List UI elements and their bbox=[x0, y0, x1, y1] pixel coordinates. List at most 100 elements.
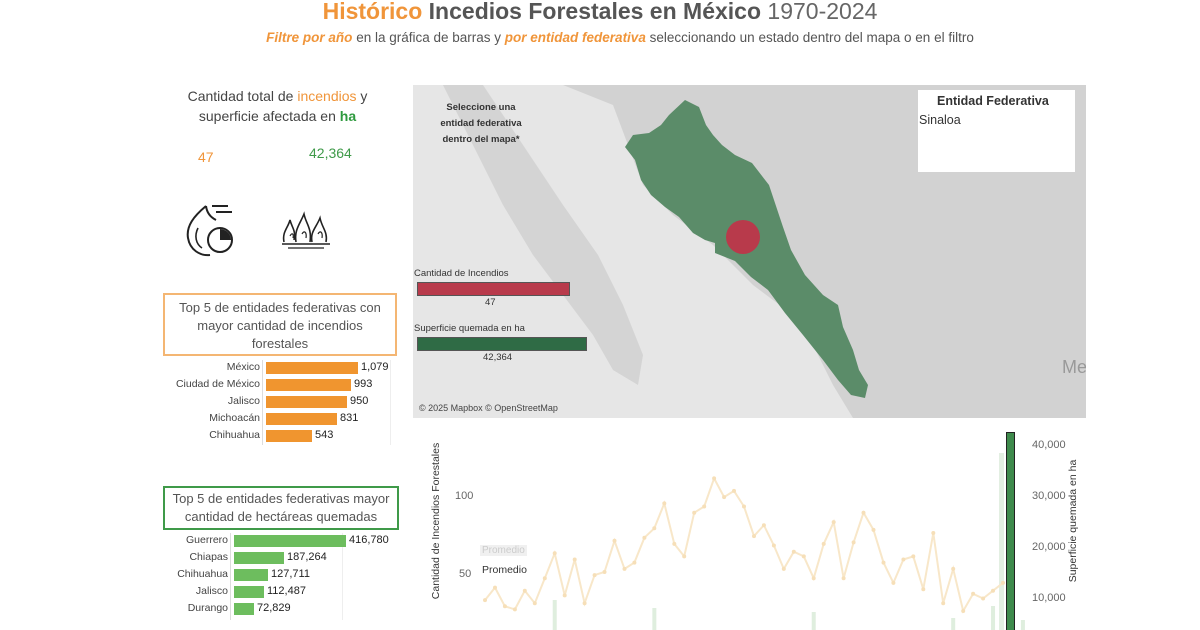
fires-point[interactable] bbox=[941, 601, 946, 606]
fires-point[interactable] bbox=[493, 585, 497, 590]
fires-point[interactable] bbox=[632, 560, 637, 565]
entity-filter-value[interactable]: Sinaloa bbox=[919, 113, 961, 127]
fires-point[interactable] bbox=[891, 580, 896, 585]
fires-point[interactable] bbox=[871, 527, 876, 532]
fires-point[interactable] bbox=[781, 566, 786, 571]
fires-point[interactable] bbox=[791, 549, 796, 554]
fires-point[interactable] bbox=[811, 576, 816, 581]
fires-point[interactable] bbox=[522, 588, 527, 593]
top-area-label: Guerrero bbox=[185, 534, 228, 546]
page-subtitle: Filtre por año en la gráfica de barras y… bbox=[0, 30, 1200, 45]
area-bar[interactable] bbox=[652, 608, 657, 630]
top-area-bar[interactable] bbox=[234, 552, 284, 564]
top-area-bar[interactable] bbox=[234, 535, 346, 547]
fires-point[interactable] bbox=[761, 523, 766, 528]
fires-point[interactable] bbox=[921, 587, 926, 592]
top-area-row[interactable]: Chihuahua 127,711 bbox=[165, 567, 399, 584]
map-attribution[interactable]: © 2025 Mapbox © OpenStreetMap bbox=[419, 403, 558, 413]
timeline-plot[interactable] bbox=[413, 425, 1093, 630]
map-area-value: 42,364 bbox=[483, 352, 513, 363]
fires-point[interactable] bbox=[991, 588, 995, 593]
fires-point[interactable] bbox=[831, 520, 836, 525]
fires-point[interactable] bbox=[652, 526, 657, 531]
top-area-bar[interactable] bbox=[234, 586, 264, 598]
top-fires-bar[interactable] bbox=[266, 396, 347, 408]
fires-point[interactable] bbox=[971, 591, 976, 596]
fires-point[interactable] bbox=[483, 598, 487, 603]
fires-point[interactable] bbox=[532, 601, 537, 606]
fires-point[interactable] bbox=[502, 604, 507, 609]
fires-point[interactable] bbox=[572, 557, 577, 562]
fires-point[interactable] bbox=[961, 609, 966, 613]
kpi-heading-text-2: superficie afectada en bbox=[198, 108, 336, 124]
fires-point[interactable] bbox=[951, 566, 956, 571]
fire-marker[interactable] bbox=[726, 220, 760, 254]
map-canvas[interactable] bbox=[413, 85, 1086, 418]
fires-point[interactable] bbox=[732, 488, 736, 493]
fires-point[interactable] bbox=[552, 551, 557, 556]
fires-point[interactable] bbox=[582, 601, 587, 606]
fires-point[interactable] bbox=[602, 570, 607, 574]
subtitle-text-2: seleccionando un estado dentro del mapa … bbox=[649, 30, 974, 45]
fires-point[interactable] bbox=[542, 576, 547, 581]
top-fires-row[interactable]: México 1,079 bbox=[165, 360, 395, 377]
fires-point[interactable] bbox=[841, 576, 846, 581]
top-fires-row[interactable]: Chihuahua 543 bbox=[165, 428, 395, 445]
top-fires-bar[interactable] bbox=[266, 362, 358, 374]
fires-point[interactable] bbox=[702, 504, 707, 509]
timeline-chart[interactable]: Cantidad de Incendios Forestales 100 50 … bbox=[413, 425, 1093, 630]
fires-point[interactable] bbox=[612, 538, 617, 543]
top-fires-row[interactable]: Ciudad de México 993 bbox=[165, 377, 395, 394]
entity-filter[interactable]: Entidad Federativa Sinaloa bbox=[918, 90, 1075, 172]
area-bar[interactable] bbox=[991, 606, 996, 630]
fires-point[interactable] bbox=[672, 541, 677, 546]
fires-point[interactable] bbox=[771, 543, 776, 548]
kpi-heading-and: y bbox=[360, 88, 368, 104]
top-area-bar[interactable] bbox=[234, 569, 268, 581]
fires-point[interactable] bbox=[642, 535, 647, 540]
area-bar[interactable] bbox=[811, 612, 816, 630]
fires-point[interactable] bbox=[851, 540, 856, 545]
area-bar[interactable] bbox=[999, 453, 1004, 630]
top-fires-label: Jalisco bbox=[227, 395, 260, 407]
top-fires-bar[interactable] bbox=[266, 379, 351, 391]
fires-point[interactable] bbox=[981, 596, 986, 601]
fires-point[interactable] bbox=[1001, 580, 1005, 585]
fires-point[interactable] bbox=[662, 501, 667, 506]
top-area-row[interactable]: Guerrero 416,780 bbox=[165, 533, 399, 550]
fires-point[interactable] bbox=[512, 607, 517, 612]
fires-point[interactable] bbox=[801, 554, 806, 559]
fires-point[interactable] bbox=[821, 541, 826, 546]
area-bar[interactable] bbox=[552, 600, 557, 630]
right-axis-title-box: Superficie quemada en ha bbox=[1063, 427, 1083, 627]
fires-point[interactable] bbox=[682, 554, 687, 559]
fires-point[interactable] bbox=[931, 531, 936, 535]
fires-line[interactable] bbox=[484, 475, 1004, 614]
fires-point[interactable] bbox=[692, 510, 697, 515]
fires-point[interactable] bbox=[881, 560, 886, 565]
fires-point[interactable] bbox=[911, 554, 916, 559]
top-fires-row[interactable]: Michoacán 831 bbox=[165, 411, 395, 428]
fires-point[interactable] bbox=[861, 510, 866, 515]
top-area-row[interactable]: Durango 72,829 bbox=[165, 601, 399, 618]
top-fires-label: Michoacán bbox=[209, 412, 260, 424]
top-area-row[interactable]: Chiapas 187,264 bbox=[165, 550, 399, 567]
fires-point[interactable] bbox=[722, 495, 727, 500]
fires-point[interactable] bbox=[562, 593, 567, 598]
mexico-map[interactable]: Seleccione una entidad federativa dentro… bbox=[413, 85, 1086, 418]
top-area-bar[interactable] bbox=[234, 603, 254, 615]
area-bar[interactable] bbox=[951, 618, 956, 630]
fires-point[interactable] bbox=[592, 573, 597, 578]
fires-point[interactable] bbox=[752, 534, 756, 539]
top-fires-bar[interactable] bbox=[266, 430, 312, 442]
fires-point[interactable] bbox=[622, 566, 627, 571]
fires-point[interactable] bbox=[742, 504, 746, 509]
fires-point[interactable] bbox=[901, 557, 906, 562]
top-area-row[interactable]: Jalisco 112,487 bbox=[165, 584, 399, 601]
top-fires-bar[interactable] bbox=[266, 413, 337, 425]
fires-point[interactable] bbox=[712, 476, 717, 481]
subtitle-text-1: en la gráfica de barras y bbox=[356, 30, 502, 45]
area-bar[interactable] bbox=[1020, 620, 1025, 630]
map-area-bar bbox=[417, 337, 587, 351]
top-fires-row[interactable]: Jalisco 950 bbox=[165, 394, 395, 411]
